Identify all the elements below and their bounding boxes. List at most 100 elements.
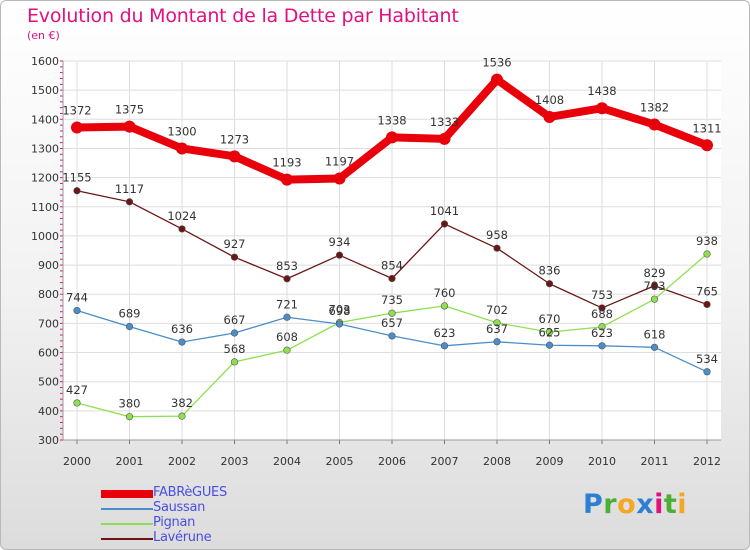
- x-tick-label: 2012: [693, 455, 721, 468]
- data-label: 853: [276, 259, 298, 273]
- data-label: 689: [119, 307, 141, 321]
- legend-label: FABRèGUES: [153, 485, 227, 500]
- y-tick-label: 300: [38, 434, 59, 447]
- data-label: 688: [591, 307, 613, 321]
- data-point: [230, 329, 239, 337]
- data-point: [335, 251, 344, 259]
- data-label: 721: [276, 297, 298, 311]
- data-label: 657: [381, 316, 403, 330]
- data-label: 427: [66, 383, 88, 397]
- data-point: [73, 399, 81, 407]
- data-point: [123, 120, 136, 133]
- data-label: 744: [66, 291, 88, 305]
- data-label: 625: [539, 325, 561, 339]
- data-label: 380: [119, 397, 141, 411]
- legend-label: Lavérune: [153, 530, 212, 545]
- x-tick-label: 2010: [588, 455, 616, 468]
- y-tick-label: 1500: [31, 84, 59, 97]
- logo-letter: x: [636, 489, 655, 520]
- data-point: [283, 346, 291, 354]
- data-point: [230, 253, 239, 261]
- data-point: [438, 132, 451, 145]
- data-point: [491, 73, 503, 86]
- legend-label: Pignan: [153, 515, 196, 530]
- data-label: 534: [696, 352, 718, 366]
- data-point: [178, 338, 186, 346]
- data-point: [125, 322, 134, 331]
- x-tick-label: 2000: [63, 455, 91, 468]
- data-label: 765: [696, 284, 718, 298]
- x-tick-label: 2005: [326, 455, 354, 468]
- data-label: 608: [276, 330, 298, 344]
- y-tick-label: 500: [38, 376, 59, 389]
- legend-item: Saussan: [101, 500, 301, 515]
- y-tick-label: 400: [38, 405, 59, 418]
- data-point: [178, 412, 186, 420]
- x-tick-label: 2007: [431, 455, 459, 468]
- y-tick-label: 800: [38, 288, 59, 301]
- data-point: [543, 110, 556, 123]
- data-label: 637: [486, 322, 508, 336]
- data-label: 1197: [325, 154, 354, 168]
- data-point: [71, 121, 83, 134]
- data-point: [598, 323, 606, 331]
- data-point: [701, 139, 713, 152]
- data-label: 854: [381, 258, 403, 272]
- data-label: 1333: [430, 115, 459, 129]
- data-point: [493, 244, 501, 252]
- logo-letter: i: [654, 489, 664, 520]
- data-point: [388, 274, 396, 283]
- data-label: 836: [539, 264, 561, 278]
- legend-item: Lavérune: [101, 530, 301, 545]
- data-label: 783: [644, 279, 666, 293]
- data-point: [703, 250, 711, 258]
- y-tick-label: 1200: [31, 172, 59, 185]
- data-label: 1408: [535, 93, 564, 107]
- data-point: [178, 225, 186, 233]
- data-point: [650, 282, 659, 290]
- data-label: 667: [224, 313, 246, 327]
- proxiti-logo: Proxiti: [583, 489, 687, 520]
- data-label: 1372: [62, 103, 91, 117]
- data-point: [440, 302, 449, 310]
- data-point: [73, 187, 81, 195]
- y-tick-label: 700: [38, 317, 59, 330]
- data-label: 927: [224, 237, 246, 251]
- data-label: 623: [591, 326, 613, 340]
- x-tick-label: 2006: [378, 455, 406, 468]
- y-tick-label: 600: [38, 347, 59, 360]
- legend-swatch: [101, 508, 153, 510]
- data-label: 753: [591, 288, 613, 302]
- y-tick-label: 1100: [31, 201, 59, 214]
- y-tick-label: 1600: [31, 55, 59, 68]
- data-label: 1041: [430, 204, 459, 218]
- data-point: [388, 332, 396, 340]
- y-tick-label: 1300: [31, 142, 59, 155]
- data-point: [281, 173, 293, 186]
- data-label: 1273: [220, 132, 249, 146]
- data-label: 1155: [62, 171, 91, 185]
- data-label: 623: [434, 326, 456, 340]
- legend-label: Saussan: [153, 500, 206, 515]
- chart-title: Evolution du Montant de la Dette par Hab…: [27, 5, 459, 27]
- x-tick-label: 2009: [536, 455, 564, 468]
- data-label: 1311: [692, 121, 721, 135]
- data-point: [125, 198, 134, 206]
- legend-swatch: [101, 490, 153, 498]
- data-label: 1193: [272, 156, 301, 170]
- data-label: 1375: [115, 103, 144, 117]
- data-point: [493, 319, 501, 327]
- data-point: [648, 118, 661, 131]
- data-label: 382: [171, 396, 193, 410]
- data-label: 698: [329, 304, 351, 318]
- data-label: 938: [696, 234, 718, 248]
- data-label: 1438: [587, 84, 616, 98]
- legend-item: Pignan: [101, 515, 301, 530]
- data-point: [125, 413, 134, 421]
- data-label: 1024: [167, 209, 196, 223]
- data-point: [598, 342, 606, 350]
- logo-letter: r: [603, 489, 618, 520]
- logo-letter: t: [663, 489, 678, 520]
- data-point: [283, 275, 291, 283]
